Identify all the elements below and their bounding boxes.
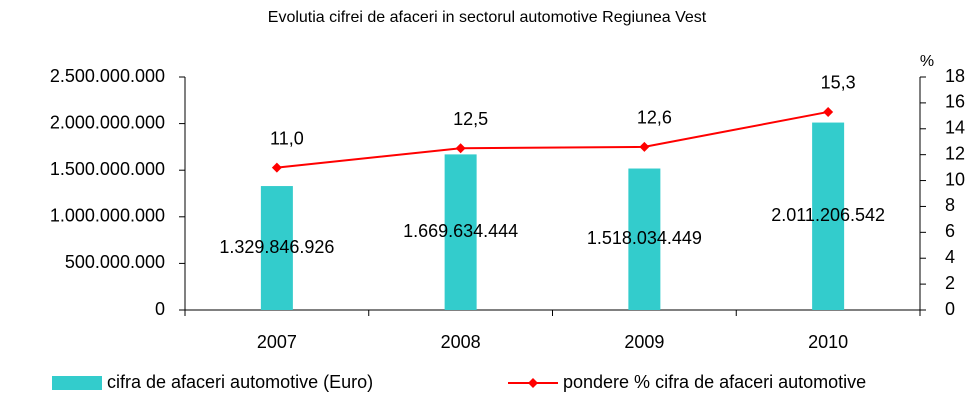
bar (628, 168, 661, 310)
y2-tick-label: 12 (945, 143, 965, 163)
y2-tick-label: 10 (945, 169, 965, 189)
line-value-label: 12,5 (453, 109, 488, 129)
line (276, 110, 829, 169)
line-marker (271, 162, 282, 173)
chart-title: Evolutia cifrei de afaceri in sectorul a… (268, 9, 707, 26)
line-marker (823, 106, 834, 117)
legend-marker (528, 378, 538, 388)
y-tick-label: 0 (155, 299, 165, 319)
y2-tick-label: 8 (945, 195, 955, 215)
bar (444, 154, 477, 310)
y2-tick-label: 2 (945, 273, 955, 293)
y-tick-label: 2.500.000.000 (50, 66, 165, 86)
legend-swatch (52, 376, 102, 390)
x-tick-label: 2008 (441, 332, 481, 352)
x-tick-label: 2010 (808, 332, 848, 352)
line-marker (455, 143, 466, 154)
line-value-label: 15,3 (821, 73, 856, 93)
y2-tick-label: 4 (945, 247, 955, 267)
y2-tick-label: 16 (945, 92, 965, 112)
y-tick-label: 1.500.000.000 (50, 159, 165, 179)
line-marker (639, 141, 650, 152)
legend-label: cifra de afaceri automotive (Euro) (107, 372, 373, 392)
y2-tick-label: 6 (945, 221, 955, 241)
bar (812, 122, 845, 311)
bar (260, 186, 293, 310)
y-tick-label: 500.000.000 (65, 252, 165, 272)
x-tick-label: 2007 (257, 332, 297, 352)
line-value-label: 11,0 (270, 128, 304, 148)
legend-label: pondere % cifra de afaceri automotive (563, 372, 866, 392)
y2-tick-label: 18 (945, 66, 965, 86)
x-tick-label: 2009 (624, 332, 664, 352)
y2-tick-label: 14 (945, 118, 965, 138)
bar-value-label: 1.518.034.449 (587, 228, 702, 248)
y-tick-label: 1.000.000.000 (50, 206, 165, 226)
y2-axis-label: % (920, 53, 934, 70)
bar-value-label: 2.011.206.542 (771, 205, 885, 225)
y-tick-label: 2.000.000.000 (50, 112, 165, 132)
line-value-label: 12,6 (637, 108, 672, 128)
bar-value-label: 1.329.846.926 (219, 237, 334, 257)
bar-value-label: 1.669.634.444 (403, 221, 518, 241)
y2-tick-label: 0 (945, 299, 955, 319)
